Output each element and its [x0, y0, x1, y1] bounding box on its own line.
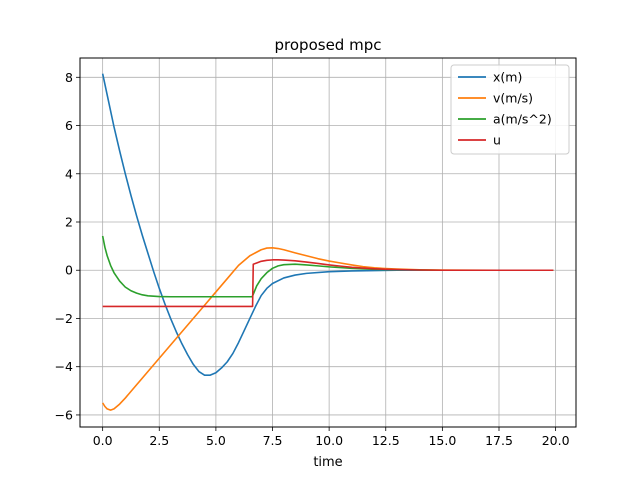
x-tick-label: 0.0 [93, 433, 113, 448]
y-tick-label: 8 [65, 70, 73, 85]
series-line-u [102, 259, 554, 308]
x-axis-label: time [313, 455, 342, 470]
y-tick-label: −6 [55, 407, 73, 422]
y-tick-label: 4 [65, 166, 73, 181]
y-tick-label: 6 [65, 118, 73, 133]
x-tick-label: 7.5 [263, 433, 283, 448]
legend: x(m) v(m/s) a(m/s^2) u [450, 64, 570, 155]
legend-label: v(m/s) [493, 91, 533, 106]
y-tick-label: 0 [65, 263, 73, 278]
x-tick-label: 12.5 [372, 433, 400, 448]
legend-label: u [493, 133, 501, 148]
x-tick-label: 20.0 [542, 433, 570, 448]
y-tick-label: 2 [65, 215, 73, 230]
series-line-v-m-s- [101, 247, 554, 411]
chart-title: proposed mpc [275, 36, 382, 54]
x-tick-label: 15.0 [428, 433, 456, 448]
x-tick-label: 2.5 [149, 433, 169, 448]
axis-ticks: 0.0 2.5 5.0 7.5 10.0 12.5 15.0 17.5 20.0 −6 −4 −2 0 2… [55, 70, 570, 448]
series-line-x-m- [101, 73, 554, 376]
x-tick-label: 10.0 [315, 433, 343, 448]
plot-frame [79, 57, 577, 428]
legend-label: a(m/s^2) [493, 112, 552, 127]
series-lines [101, 73, 554, 411]
legend-label: x(m) [493, 70, 522, 85]
y-tick-label: −2 [55, 311, 73, 326]
x-tick-label: 5.0 [206, 433, 226, 448]
x-tick-label: 17.5 [485, 433, 513, 448]
legend-frame [450, 64, 570, 155]
y-tick-label: −4 [55, 359, 73, 374]
